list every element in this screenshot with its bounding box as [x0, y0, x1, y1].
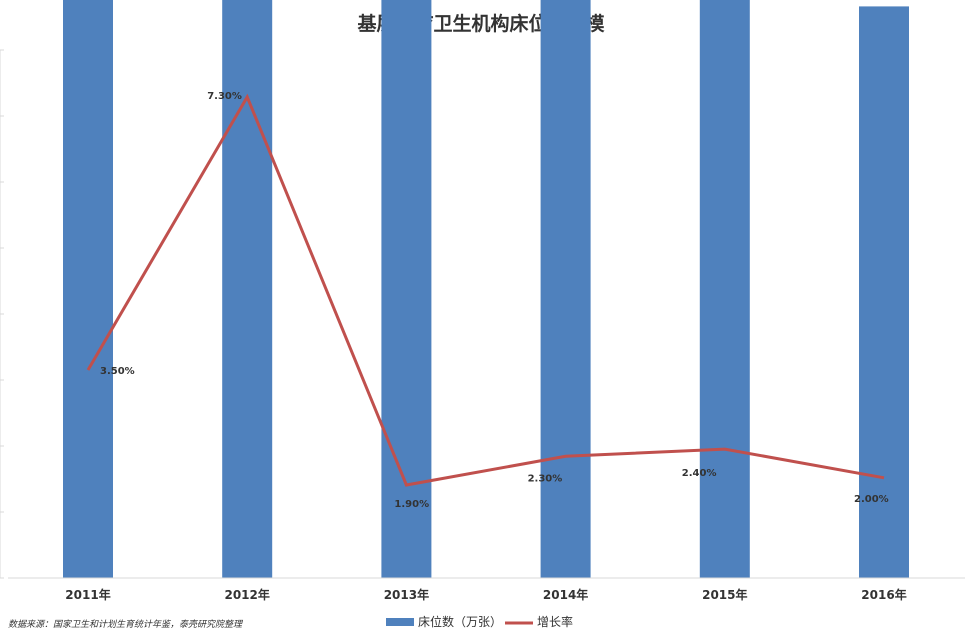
- bar: [381, 0, 432, 578]
- x-tick-label: 2015年: [702, 587, 747, 602]
- bar: [540, 0, 591, 578]
- x-axis-tick-labels: 2011年 2012年 2013年 2014年 2015年 2016年: [65, 587, 906, 602]
- line-value-label: 7.30%: [207, 91, 242, 102]
- x-tick-label: 2016年: [861, 587, 906, 602]
- left-axis-ticks: [0, 49, 4, 579]
- x-tick-label: 2012年: [224, 587, 269, 602]
- bar: [63, 0, 113, 579]
- bar: [859, 6, 909, 578]
- line-value-label: 2.00%: [854, 494, 889, 505]
- legend-line-label: 增长率: [537, 614, 573, 629]
- legend-bar-label: 床位数（万张）: [418, 614, 502, 629]
- line-value-label: 2.40%: [682, 468, 717, 479]
- x-tick-label: 2014年: [543, 587, 588, 602]
- source-note: 数据来源：国家卫生和计划生育统计年鉴，泰壳研究院整理: [8, 619, 244, 630]
- line-value-label: 1.90%: [394, 499, 429, 510]
- legend: 床位数（万张） 增长率: [386, 614, 573, 629]
- bar-series: [63, 0, 909, 579]
- line-value-label: 3.50%: [100, 366, 135, 377]
- bar: [222, 0, 273, 578]
- x-tick-label: 2011年: [65, 587, 110, 602]
- x-tick-label: 2013年: [384, 587, 429, 602]
- bar: [699, 0, 750, 578]
- legend-bar-swatch: [386, 618, 414, 626]
- line-value-label: 2.30%: [528, 473, 563, 484]
- growth-rate-line: [86, 93, 885, 487]
- line-data-labels: 3.50% 7.30% 1.90% 2.30% 2.40% 2.00%: [100, 91, 889, 510]
